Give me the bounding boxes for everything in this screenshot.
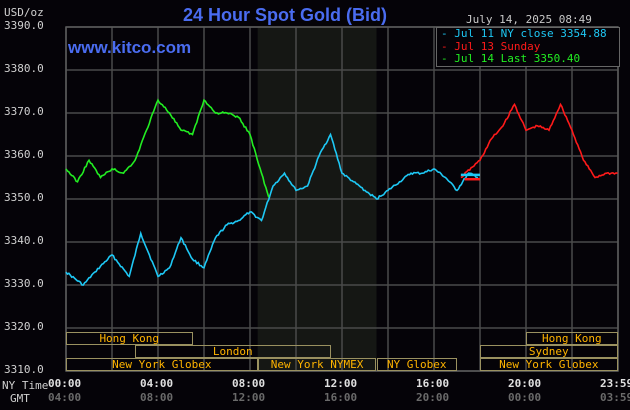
legend-item-jul13: - Jul 13 Sunday [441,39,541,53]
y-tick-label: 3330.0 [4,277,44,290]
series-line-1 [460,102,618,179]
session-new-york-globex: New York Globex [480,358,618,371]
x-tick-gmt: 12:00 [232,391,266,404]
chart-title: 24 Hour Spot Gold (Bid) [183,5,387,25]
series-line-0 [65,132,479,286]
legend-label: Jul 13 Sunday [454,39,541,53]
y-axis-unit: USD/oz [4,6,44,19]
y-tick-label: 3310.0 [4,363,44,376]
legend-label: Jul 14 Last 3350.40 [454,52,581,65]
legend-item-jul11: - Jul 11 NY close 3354.88 [441,27,607,40]
y-tick-label: 3380.0 [4,62,44,75]
session-new-york-nymex: New York NYMEX [257,358,377,371]
kitco-website-link[interactable]: www.kitco.com [68,38,192,57]
x-tick-gmt: 04:00 [48,391,82,404]
legend-item-jul14: - Jul 14 Last 3350.40 [441,52,581,65]
session-sydney: Sydney [480,345,618,358]
x-tick-ny: 00:00 [48,377,82,390]
session-new-york-globex: New York Globex [66,358,258,371]
legend-label: Jul 11 NY close 3354.88 [454,27,607,40]
x-tick-gmt: 08:00 [140,391,174,404]
x-tick-gmt: 00:00 [508,391,542,404]
ny-time-row-label: NY Time [2,379,49,392]
y-tick-label: 3390.0 [4,19,44,32]
plot-border [65,26,619,372]
x-tick-ny: 12:00 [324,377,358,390]
x-tick-gmt: 16:00 [324,391,358,404]
y-tick-label: 3320.0 [4,320,44,333]
y-tick-label: 3360.0 [4,148,44,161]
session-hong-kong: Hong Kong [66,332,193,345]
series-line-2 [65,98,270,198]
x-tick-ny: 08:00 [232,377,266,390]
x-tick-gmt: 20:00 [416,391,450,404]
session-london: London [135,345,331,358]
session-hong-kong: Hong Kong [526,332,618,345]
chart-legend: - Jul 11 NY close 3354.88 - Jul 13 Sunda… [436,27,620,67]
y-tick-label: 3340.0 [4,234,44,247]
x-tick-gmt: 03:59 [600,391,630,404]
chart-datetime: July 14, 2025 08:49 [466,13,592,26]
x-tick-ny: 16:00 [416,377,450,390]
x-tick-ny: 04:00 [140,377,174,390]
y-tick-label: 3350.0 [4,191,44,204]
y-tick-label: 3370.0 [4,105,44,118]
gmt-row-label: GMT [10,392,30,405]
session-ny-globex: NY Globex [376,358,457,371]
x-tick-ny: 20:00 [508,377,542,390]
x-tick-ny: 23:59 [600,377,630,390]
